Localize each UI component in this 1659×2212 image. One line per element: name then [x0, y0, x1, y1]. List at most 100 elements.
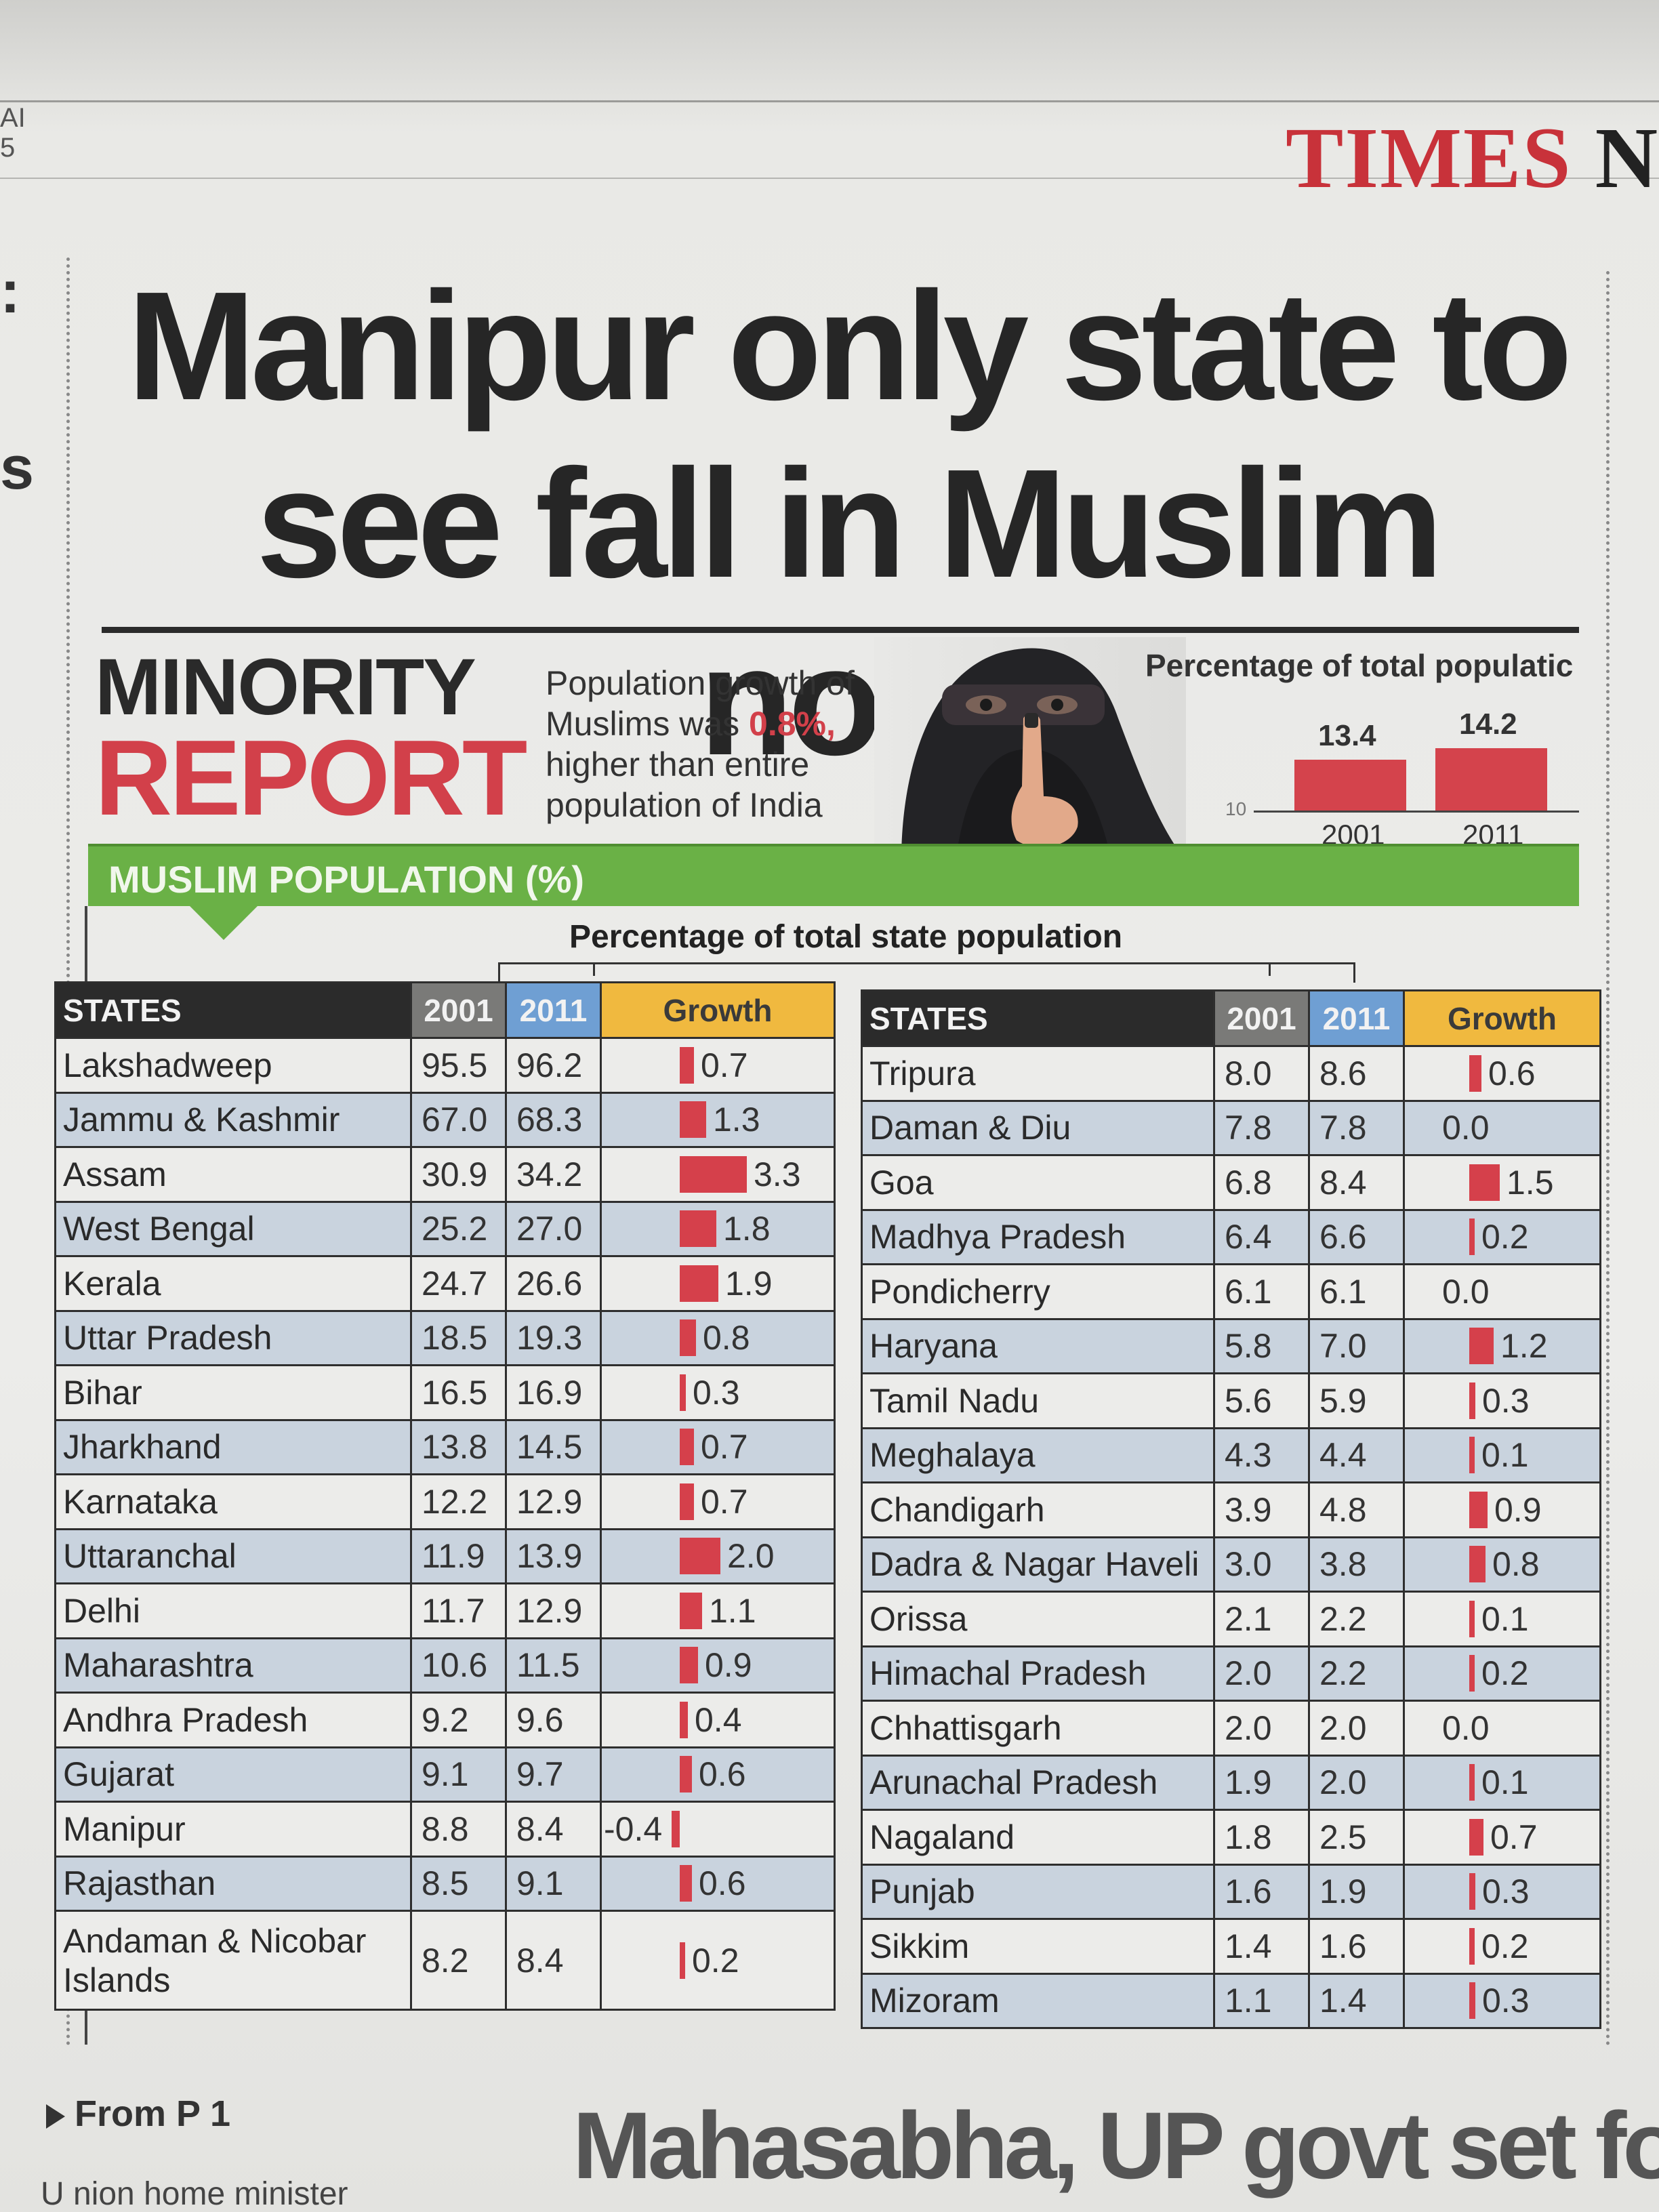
page-headline: Manipur only state to see fall in Muslim… — [127, 260, 1573, 787]
value-2001: 9.2 — [410, 1692, 507, 1748]
growth-cell: 1.9 — [600, 1255, 836, 1312]
value-2011: 8.4 — [1308, 1154, 1405, 1211]
state-name: Nagaland — [861, 1809, 1215, 1866]
growth-value: 0.6 — [699, 1755, 746, 1794]
section-band-pointer — [190, 906, 258, 940]
value-2001: 12.2 — [410, 1473, 507, 1530]
value-2001: 3.9 — [1213, 1481, 1310, 1538]
jump-label: From P 1 — [75, 2093, 231, 2134]
growth-cell: 0.0 — [1403, 1099, 1601, 1156]
value-2001: 1.4 — [1213, 1918, 1310, 1975]
state-name: Bihar — [54, 1364, 412, 1421]
col-header-growth: Growth — [1403, 989, 1601, 1047]
woman-in-burqa-photo — [874, 637, 1186, 861]
growth-cell: 0.2 — [600, 1910, 836, 2011]
growth-value: 0.0 — [1442, 1708, 1490, 1747]
value-2011: 5.9 — [1308, 1372, 1405, 1429]
value-2001: 4.3 — [1213, 1427, 1310, 1483]
table-row: Assam 30.9 34.2 3.3 — [54, 1146, 836, 1203]
growth-bar — [1469, 1437, 1475, 1474]
state-name: Tamil Nadu — [861, 1372, 1215, 1429]
blurb-highlight: 0.8%, — [749, 705, 836, 743]
state-name: Sikkim — [861, 1918, 1215, 1975]
headline-rule — [102, 627, 1579, 633]
state-name: Andhra Pradesh — [54, 1692, 412, 1748]
growth-bar — [1469, 1655, 1475, 1692]
growth-bar — [680, 1265, 718, 1302]
growth-bar — [680, 1538, 720, 1575]
growth-value: 0.7 — [701, 1428, 748, 1467]
value-2011: 26.6 — [505, 1255, 602, 1312]
value-2011: 96.2 — [505, 1037, 602, 1094]
kicker-report: REPORT — [95, 718, 527, 838]
table-row: Maharashtra 10.6 11.5 0.9 — [54, 1637, 836, 1694]
growth-cell: 0.6 — [1403, 1045, 1601, 1102]
column-dotted-rule-right — [1606, 271, 1610, 2047]
col-header-growth: Growth — [600, 981, 836, 1039]
kicker-minority: MINORITY — [95, 642, 476, 732]
value-2011: 2.0 — [1308, 1700, 1405, 1757]
growth-bar — [1469, 1546, 1486, 1583]
col-header-2011: 2011 — [505, 981, 602, 1039]
growth-cell: 0.6 — [600, 1746, 836, 1803]
growth-value: 1.5 — [1507, 1163, 1554, 1202]
table-row: Uttar Pradesh 18.5 19.3 0.8 — [54, 1309, 836, 1366]
growth-value: 1.8 — [723, 1210, 771, 1248]
state-name: Meghalaya — [861, 1427, 1215, 1483]
value-2001: 24.7 — [410, 1255, 507, 1312]
growth-cell: 0.6 — [600, 1855, 836, 1912]
growth-bar — [1469, 1873, 1475, 1910]
growth-bar — [1469, 1382, 1475, 1419]
growth-cell: 0.7 — [600, 1418, 836, 1475]
growth-value: 0.6 — [1488, 1054, 1536, 1092]
value-2011: 13.9 — [505, 1528, 602, 1584]
growth-bar — [680, 1647, 698, 1684]
value-2001: 11.9 — [410, 1528, 507, 1584]
next-story-body: U nion home minister — [41, 2176, 348, 2212]
table-row: Arunachal Pradesh 1.9 2.0 0.1 — [861, 1754, 1601, 1811]
state-name: Maharashtra — [54, 1637, 412, 1694]
value-2011: 4.8 — [1308, 1481, 1405, 1538]
value-2001: 95.5 — [410, 1037, 507, 1094]
growth-value: 0.9 — [1494, 1490, 1542, 1529]
growth-cell: 0.8 — [600, 1309, 836, 1366]
growth-value: 0.4 — [695, 1700, 742, 1739]
value-2011: 2.5 — [1308, 1809, 1405, 1866]
table-row: Tripura 8.0 8.6 0.6 — [861, 1045, 1601, 1102]
growth-value: 0.2 — [1481, 1927, 1529, 1965]
growth-bar — [1469, 1491, 1488, 1528]
state-name: Daman & Diu — [861, 1099, 1215, 1156]
state-name: Delhi — [54, 1582, 412, 1639]
table-row: Bihar 16.5 16.9 0.3 — [54, 1364, 836, 1421]
value-2001: 8.2 — [410, 1910, 507, 2011]
growth-value: 0.7 — [1490, 1818, 1538, 1856]
growth-value: -0.4 — [604, 1809, 663, 1848]
table-row: West Bengal 25.2 27.0 1.8 — [54, 1200, 836, 1257]
value-2001: 1.8 — [1213, 1809, 1310, 1866]
growth-bar — [680, 1319, 696, 1357]
table-row: Jharkhand 13.8 14.5 0.7 — [54, 1418, 836, 1475]
value-2011: 3.8 — [1308, 1536, 1405, 1593]
growth-cell: 0.0 — [1403, 1263, 1601, 1320]
table-row: Chhattisgarh 2.0 2.0 0.0 — [861, 1700, 1601, 1757]
growth-bar — [1469, 1164, 1500, 1201]
growth-cell: 1.1 — [600, 1582, 836, 1639]
state-name: West Bengal — [54, 1200, 412, 1257]
table-subtitle: Percentage of total state population — [569, 919, 1123, 955]
jump-line[interactable]: From P 1 — [46, 2093, 230, 2135]
growth-bar — [680, 1592, 702, 1629]
growth-bar — [680, 1155, 747, 1193]
edge-fragment: : — [0, 258, 20, 326]
value-2011: 7.0 — [1308, 1317, 1405, 1374]
col-header-states: STATES — [861, 989, 1215, 1047]
state-name: Andaman & Nicobar Islands — [54, 1910, 412, 2011]
table-row: Dadra & Nagar Haveli 3.0 3.8 0.8 — [861, 1536, 1601, 1593]
value-2001: 8.0 — [1213, 1045, 1310, 1102]
growth-bar — [1469, 1927, 1475, 1965]
growth-bar — [1469, 1818, 1483, 1856]
next-story-headline: Mahasabha, UP govt set for — [573, 2092, 1659, 2198]
growth-cell: 0.7 — [600, 1473, 836, 1530]
value-2001: 16.5 — [410, 1364, 507, 1421]
growth-bar — [680, 1756, 692, 1793]
growth-value: 0.3 — [1482, 1872, 1530, 1911]
